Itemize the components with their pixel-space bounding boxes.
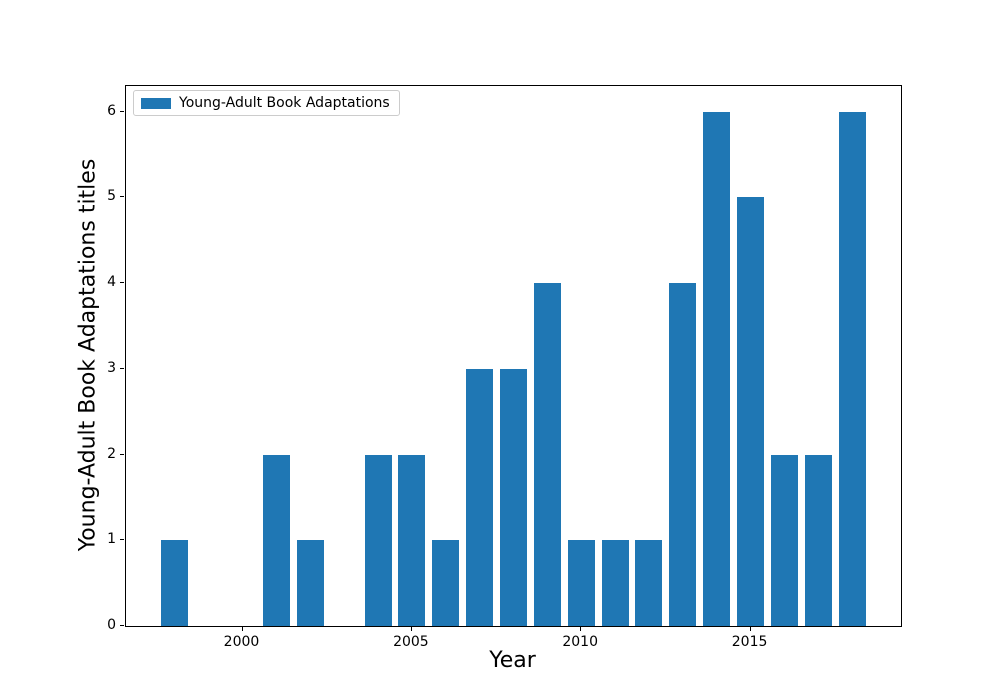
bar-2012 [635, 540, 663, 626]
y-tick-label-2: 2 [107, 445, 116, 462]
bar-2014 [703, 111, 731, 626]
x-tick-label-2010: 2010 [562, 634, 599, 650]
bar-2017 [804, 454, 832, 626]
legend: Young-Adult Book Adaptations [133, 90, 400, 116]
y-tick-label-5: 5 [107, 188, 116, 205]
bar-2004 [364, 454, 392, 626]
y-tick-mark-5 [120, 196, 124, 198]
bar-2006 [432, 540, 460, 626]
y-tick-mark-4 [120, 282, 124, 284]
bar-2011 [601, 540, 629, 626]
y-tick-label-6: 6 [107, 102, 116, 119]
bar-2002 [296, 540, 324, 626]
bar-2005 [398, 454, 426, 626]
y-tick-label-4: 4 [107, 274, 116, 291]
y-tick-mark-2 [120, 453, 124, 455]
x-tick-label-2000: 2000 [223, 634, 260, 650]
y-tick-label-0: 0 [107, 617, 116, 633]
y-tick-label-1: 1 [107, 531, 116, 548]
bar-2015 [737, 197, 765, 626]
plot-area: Young-Adult Book Adaptations [125, 85, 902, 627]
bar-2001 [262, 454, 290, 626]
x-tick-mark-2005 [410, 627, 412, 631]
x-axis-label: Year [489, 648, 536, 673]
legend-label: Young-Adult Book Adaptations [179, 95, 390, 111]
y-tick-mark-3 [120, 367, 124, 369]
bar-2018 [838, 111, 866, 626]
bar-2009 [533, 283, 561, 626]
bar-1998 [161, 540, 189, 626]
x-tick-mark-2015 [749, 627, 751, 631]
legend-swatch [141, 97, 171, 109]
bar-2013 [669, 283, 697, 626]
x-tick-mark-2000 [241, 627, 243, 631]
bar-2007 [466, 368, 494, 626]
x-tick-label-2015: 2015 [731, 634, 768, 650]
y-tick-mark-0 [120, 625, 124, 626]
y-axis-label: Young-Adult Book Adaptations titles [75, 158, 101, 552]
y-tick-label-3: 3 [107, 359, 116, 376]
bar-2016 [770, 454, 798, 626]
x-tick-mark-2010 [580, 627, 582, 631]
x-tick-label-2005: 2005 [393, 634, 429, 650]
bar-2010 [567, 540, 595, 626]
y-tick-mark-6 [120, 110, 124, 112]
y-tick-mark-1 [120, 539, 124, 541]
bar-2008 [500, 368, 528, 626]
